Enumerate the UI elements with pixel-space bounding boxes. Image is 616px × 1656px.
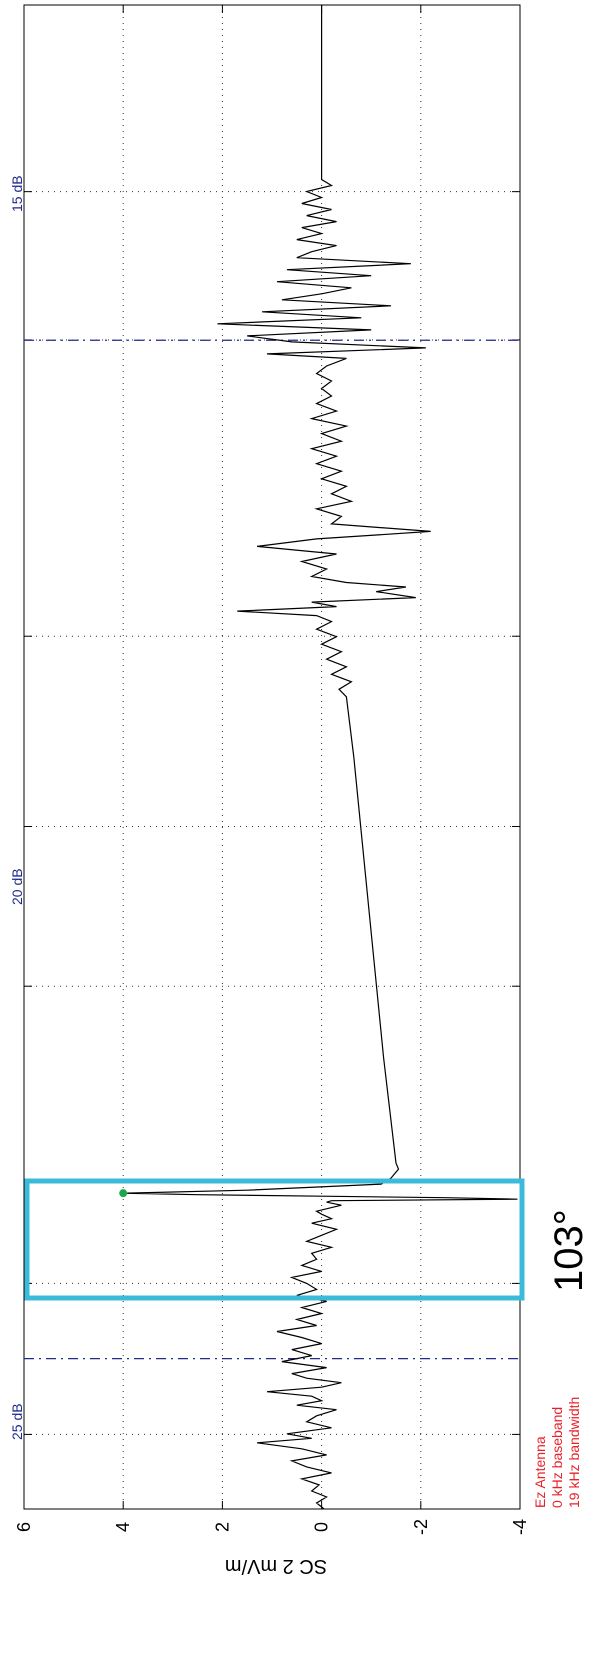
band-label-25db: 25 dB (9, 1403, 25, 1440)
antenna-info-line-1: Ez Antenna (532, 1436, 548, 1508)
y-axis-label: SC 2 mV/m (225, 1555, 327, 1577)
y-tick-labels: 6 4 2 0 -2 -4 (14, 1519, 530, 1535)
band-label-20db: 20 dB (9, 868, 25, 905)
y-tick-label: 2 (212, 1522, 232, 1532)
series-line (123, 5, 518, 1510)
band-label-15db: 15 dB (9, 175, 25, 212)
antenna-info-line-3: 19 kHz bandwidth (566, 1397, 582, 1508)
y-tick-label: -4 (510, 1519, 530, 1535)
y-tick-label: 4 (113, 1522, 133, 1532)
y-tick-label: 6 (14, 1522, 34, 1532)
plot-frame (23, 4, 521, 1510)
peak-marker (119, 1189, 128, 1198)
band-lines (24, 339, 520, 1360)
highlight-label: 103° (547, 1209, 591, 1292)
y-tick-label: 0 (312, 1522, 332, 1532)
highlight-box (24, 1178, 525, 1301)
antenna-info-line-2: 0 kHz baseband (549, 1407, 565, 1508)
y-tick-label: -2 (411, 1519, 431, 1535)
